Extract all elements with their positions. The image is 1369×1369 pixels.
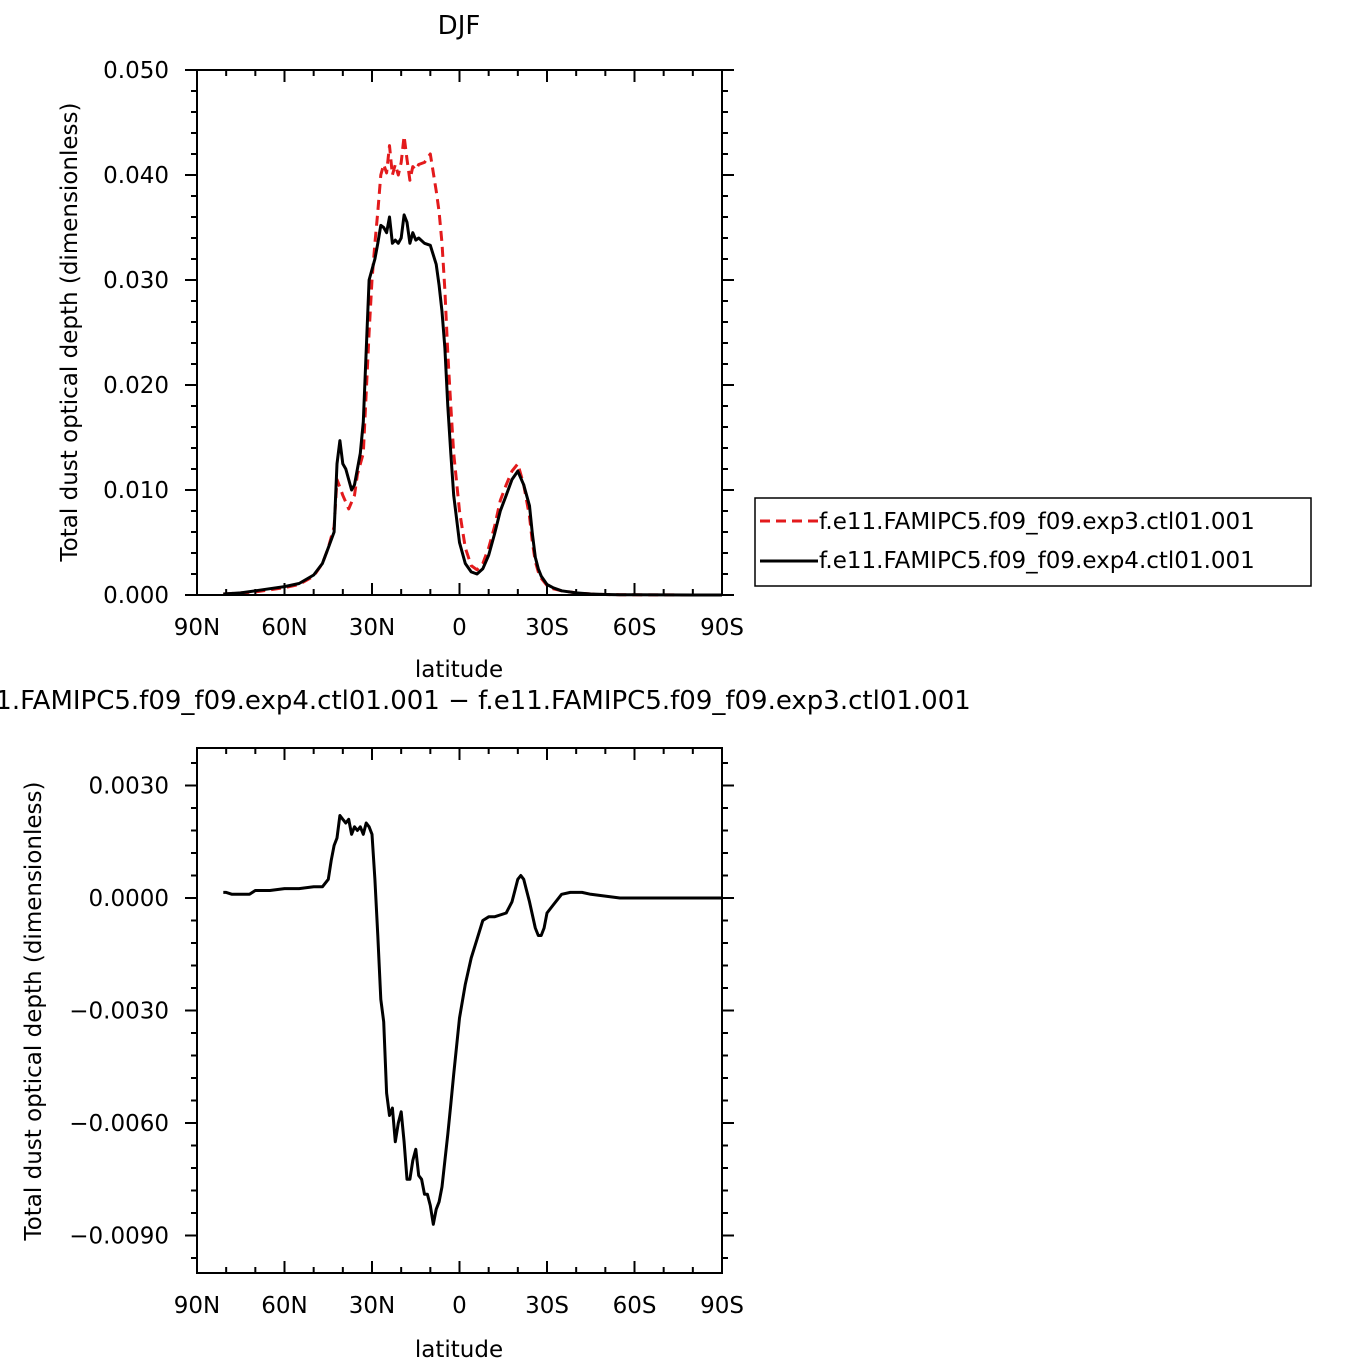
bottom-x-tick-label: 30S: [525, 1293, 569, 1319]
bottom-y-tick-label: 0.0030: [89, 774, 169, 800]
top-y-tick-label: 0.010: [103, 478, 169, 504]
bottom-x-tick-label: 60N: [261, 1293, 307, 1319]
bottom-x-tick-label: 90N: [174, 1293, 220, 1319]
bottom-panel: f.e11.FAMIPC5.f09_f09.exp4.ctl01.001 − f…: [0, 686, 971, 1363]
bottom-y-axis-title: Total dust optical depth (dimensionless): [21, 782, 47, 1242]
top-y-tick-label: 0.020: [103, 373, 169, 399]
bottom-x-axis-title: latitude: [415, 1337, 503, 1363]
top-x-tick-label: 30S: [525, 615, 569, 641]
top-y-axis-title: Total dust optical depth (dimensionless): [57, 103, 83, 563]
bottom-plot-title: f.e11.FAMIPC5.f09_f09.exp4.ctl01.001 − f…: [0, 686, 971, 716]
top-y-tick-label: 0.040: [103, 163, 169, 189]
top-x-axis-title: latitude: [415, 657, 503, 683]
top-y-tick-label: 0.030: [103, 268, 169, 294]
top-plot-title: DJF: [438, 11, 481, 41]
top-x-tick-label: 90N: [174, 615, 220, 641]
bottom-y-tick-label: −0.0060: [69, 1111, 169, 1137]
top-x-tick-label: 90S: [700, 615, 744, 641]
top-x-tick-label: 60N: [261, 615, 307, 641]
bottom-y-tick-label: −0.0090: [69, 1224, 169, 1250]
legend-label-exp4: f.e11.FAMIPC5.f09_f09.exp4.ctl01.001: [819, 548, 1255, 574]
top-panel: DJF 90N 60N 30N 0 30S 60S 90S 0.000 0.010 0.020 0.…: [57, 11, 744, 683]
bottom-x-tick-label: 60S: [613, 1293, 657, 1319]
legend-label-exp3: f.e11.FAMIPC5.f09_f09.exp3.ctl01.001: [819, 509, 1255, 535]
top-x-tick-label: 0: [452, 615, 467, 641]
bottom-y-tick-label: 0.0000: [89, 886, 169, 912]
top-x-tick-label: 60S: [613, 615, 657, 641]
bottom-x-tick-label: 30N: [349, 1293, 395, 1319]
bottom-series-line-0: [223, 814, 722, 1226]
legend: f.e11.FAMIPC5.f09_f09.exp3.ctl01.001 f.e…: [754, 497, 1312, 587]
top-series-line-1: [223, 213, 722, 597]
top-y-tick-label: 0.000: [103, 583, 169, 609]
legend-box: [754, 497, 1312, 587]
bottom-x-tick-label: 0: [452, 1293, 467, 1319]
bottom-y-tick-label: −0.0030: [69, 999, 169, 1025]
bottom-ticks-layer: 90N 60N 30N 0 30S 60S 90S −0.0090 −0.0060 −0.0030…: [69, 748, 744, 1319]
top-series-line-0: [223, 134, 722, 597]
bottom-x-tick-label: 90S: [700, 1293, 744, 1319]
top-ticks-layer: 90N 60N 30N 0 30S 60S 90S 0.000 0.010 0.020 0.030 0…: [103, 58, 744, 641]
top-plot-frame: [196, 69, 723, 596]
top-y-tick-label: 0.050: [103, 58, 169, 84]
top-series-layer: [223, 134, 722, 597]
bottom-series-layer: [223, 814, 722, 1226]
top-x-tick-label: 30N: [349, 615, 395, 641]
